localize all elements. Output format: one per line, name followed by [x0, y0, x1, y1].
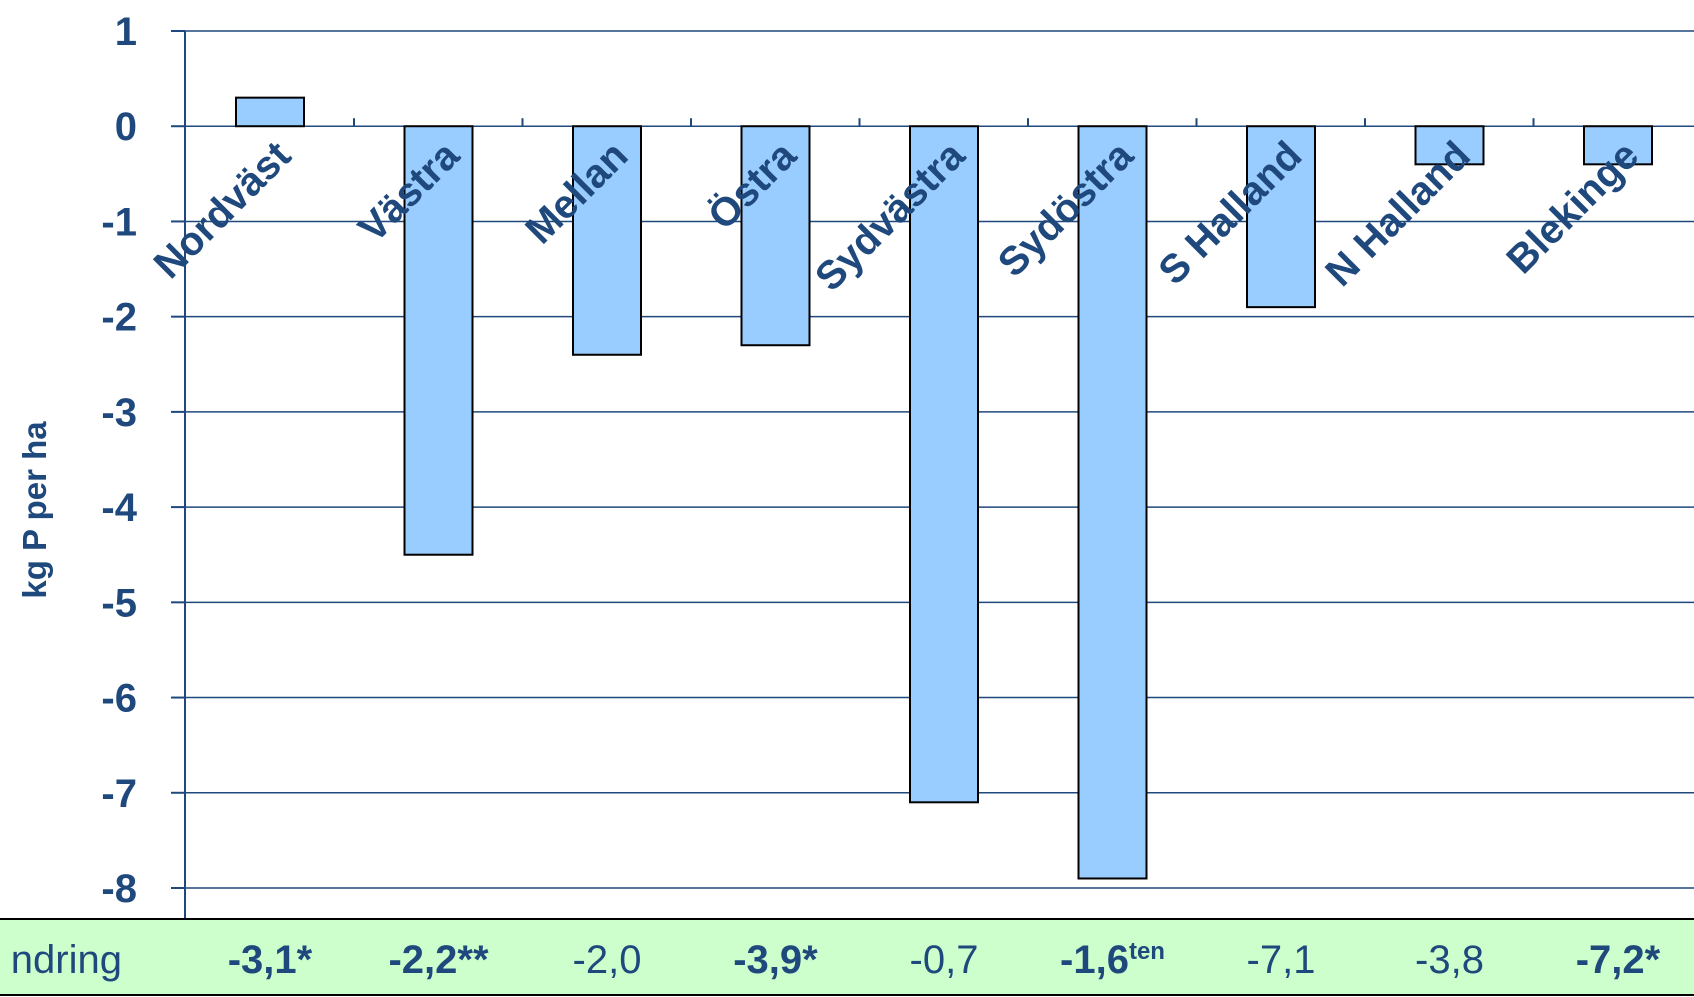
change-value: -3,9*	[733, 938, 818, 982]
bar-västra	[403, 125, 474, 556]
change-value: -0,7	[910, 938, 979, 982]
change-value: -2,0	[573, 938, 642, 982]
axes	[171, 30, 1535, 918]
change-value: -7,1	[1247, 938, 1316, 982]
y-tick-label: -7	[101, 772, 137, 816]
change-value: -2,2**	[388, 938, 489, 982]
y-tick-label: -4	[101, 486, 137, 530]
category-label: N Halland	[1317, 133, 1479, 295]
y-axis-title: kg P per ha	[16, 421, 53, 599]
bar-blekinge	[1583, 125, 1653, 166]
change-value: -1,6ten	[1060, 938, 1165, 982]
bar-n-halland	[1414, 125, 1485, 166]
category-label: Nordväst	[146, 133, 300, 287]
bars	[235, 96, 1653, 880]
bar-sydöstra	[1077, 125, 1148, 880]
change-band-label: ndring	[11, 938, 122, 982]
change-value: -7,2*	[1576, 938, 1661, 982]
change-value: -3,1*	[228, 938, 313, 982]
bar-s-halland	[1246, 125, 1316, 309]
bar-nordväst	[235, 96, 305, 128]
y-tick-label: -3	[101, 391, 137, 435]
y-tick-label: -2	[101, 296, 137, 340]
bar-sydvästra	[909, 125, 979, 804]
y-tick-label: -1	[101, 200, 137, 244]
y-tick-label: 1	[115, 10, 137, 54]
y-tick-label: -5	[101, 581, 137, 625]
category-label: Blekinge	[1498, 133, 1647, 282]
y-tick-label: -6	[101, 677, 137, 721]
y-tick-label: -8	[101, 867, 137, 911]
change-band-background	[0, 918, 1694, 996]
y-tick-labels: 1 0 -1 -2 -3 -4 -5 -6 -7 -8	[101, 10, 137, 911]
change-band: ndring -3,1* -2,2** -2,0 -3,9* -0,7 -1,6ten -7,…	[0, 918, 1694, 996]
y-tick-label: 0	[115, 105, 137, 149]
bar-mellan	[572, 125, 642, 356]
bar-östra	[740, 125, 811, 347]
change-value: -3,8	[1415, 938, 1484, 982]
